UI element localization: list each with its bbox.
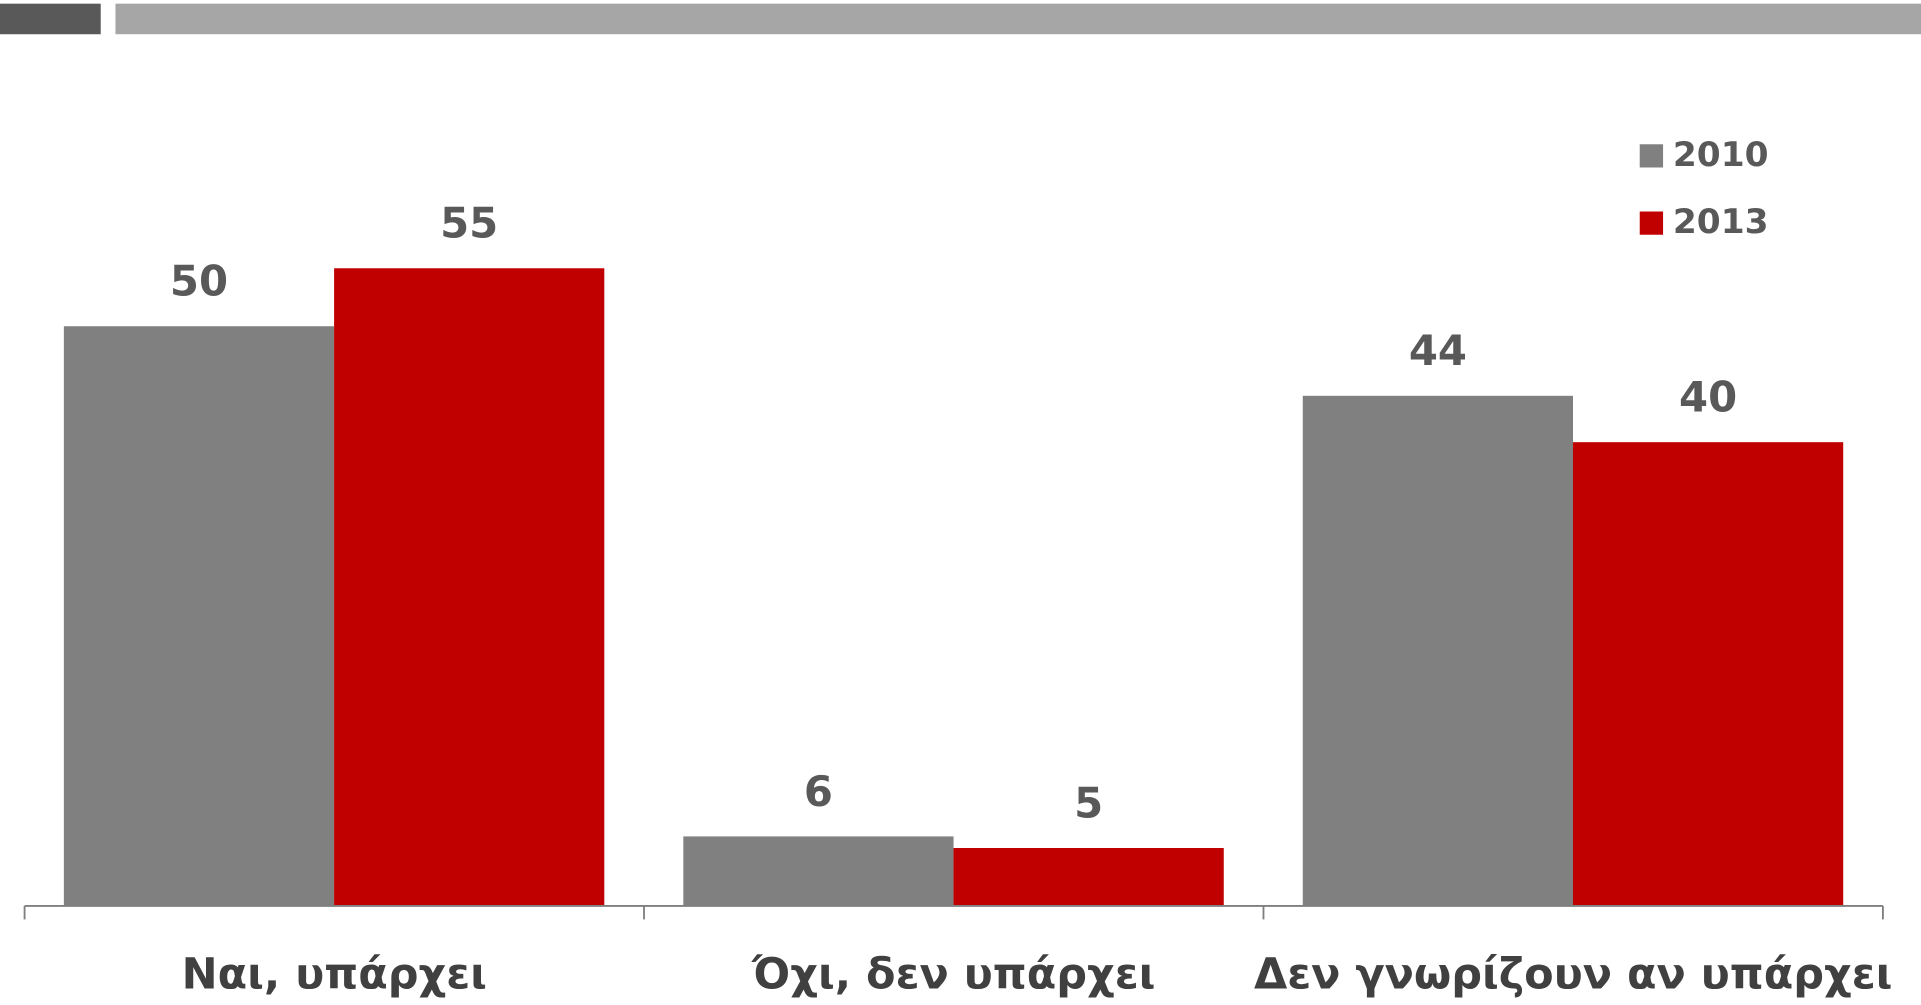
- legend-label: 2010: [1673, 135, 1769, 175]
- bar: [63, 326, 335, 906]
- data-label: 6: [804, 767, 833, 816]
- bar: [953, 847, 1224, 906]
- header-bar-dark: [0, 3, 101, 35]
- data-label: 40: [1679, 373, 1737, 422]
- bar: [1572, 442, 1844, 906]
- x-tick-label: Δεν γνωρίζουν αν υπάρχει: [1254, 949, 1892, 999]
- data-label: 5: [1074, 778, 1103, 827]
- legend-swatch: [1639, 144, 1664, 168]
- data-label: 50: [170, 257, 228, 306]
- header-bar-light: [115, 3, 1921, 35]
- data-label: 55: [440, 199, 498, 248]
- x-tick-label: Όχι, δεν υπάρχει: [751, 949, 1155, 999]
- bar: [334, 268, 605, 906]
- data-label: 44: [1409, 326, 1467, 375]
- legend-swatch: [1639, 211, 1664, 235]
- legend-label: 2013: [1673, 202, 1769, 242]
- bar: [683, 836, 954, 906]
- bar: [1302, 395, 1573, 906]
- x-tick-label: Ναι, υπάρχει: [182, 949, 487, 999]
